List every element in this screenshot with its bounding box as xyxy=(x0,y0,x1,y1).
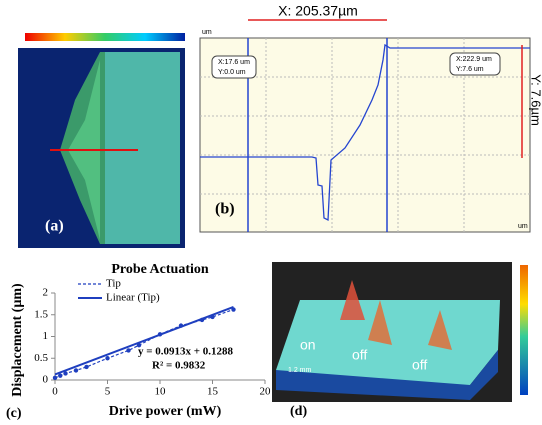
legend-label: Tip xyxy=(106,278,121,290)
x-tick-label: 0 xyxy=(52,386,58,398)
x-span: X: 205.37µm xyxy=(278,3,358,19)
y-axis-label: Displacement (µm) xyxy=(10,283,25,397)
y-tick-label: 0.5 xyxy=(34,352,48,364)
x-tick-label: 15 xyxy=(207,386,219,398)
y-tick-label: 1.5 xyxy=(34,308,48,320)
y-tick-label: 2 xyxy=(43,287,49,299)
cursor-y: Y:0.0 um xyxy=(218,69,246,76)
panel-label: (d) xyxy=(290,404,307,419)
data-point xyxy=(63,371,68,376)
data-point xyxy=(73,368,79,373)
cursor-y: Y:7.6 um xyxy=(456,66,484,73)
peak xyxy=(340,280,365,320)
unit: um xyxy=(518,223,528,230)
surface-side xyxy=(276,350,498,400)
state-label: off xyxy=(412,357,427,373)
series-line xyxy=(54,308,234,379)
chart-title: Probe Actuation xyxy=(111,262,209,277)
panel-d: on off off 1.2 mm (d) xyxy=(272,262,528,419)
panel-a: (a) xyxy=(18,33,185,248)
y-tick-label: 1 xyxy=(43,330,49,342)
unit: um xyxy=(202,29,212,36)
beam-grid xyxy=(105,52,180,244)
state-label: off xyxy=(352,347,367,363)
data-point xyxy=(52,375,58,381)
color-bar xyxy=(25,33,185,41)
y-span: Y: 7.6µm xyxy=(529,74,542,126)
cursor-box xyxy=(211,55,257,79)
state-label: on xyxy=(300,337,316,353)
panel-c: Probe Actuation Displacement (µm) Drive … xyxy=(6,262,271,421)
x-tick-label: 20 xyxy=(260,386,272,398)
panel-label: (b) xyxy=(215,201,235,218)
color-bar xyxy=(520,265,528,395)
data-point xyxy=(126,348,131,353)
x-axis-label: Drive power (mW) xyxy=(109,404,222,419)
panel-b: X: 205.37µm Y: 7.6µm X:17.6 um Y:0.0 um … xyxy=(199,3,542,233)
peak xyxy=(428,310,452,350)
panel-label: (a) xyxy=(45,218,64,235)
profile-curve xyxy=(200,43,530,222)
cursor-x: X:17.6 um xyxy=(218,59,250,66)
panel-label: (c) xyxy=(6,406,22,421)
data-point xyxy=(58,373,63,378)
data-point xyxy=(105,356,110,361)
cursor-box xyxy=(449,52,501,76)
cursor-x: X:222.9 um xyxy=(456,56,492,63)
series-line xyxy=(54,305,234,376)
annotation: y = 0.0913x + 0.1288 xyxy=(138,346,234,358)
scale-label: 1.2 mm xyxy=(288,367,312,374)
annotation: R² = 0.9832 xyxy=(152,360,206,372)
legend-label: Linear (Tip) xyxy=(106,292,160,304)
x-tick-label: 10 xyxy=(155,386,167,398)
peak xyxy=(368,300,392,345)
y-tick-label: 0 xyxy=(43,374,49,386)
x-tick-label: 5 xyxy=(105,386,111,398)
data-point xyxy=(231,307,236,312)
data-point xyxy=(84,364,89,370)
